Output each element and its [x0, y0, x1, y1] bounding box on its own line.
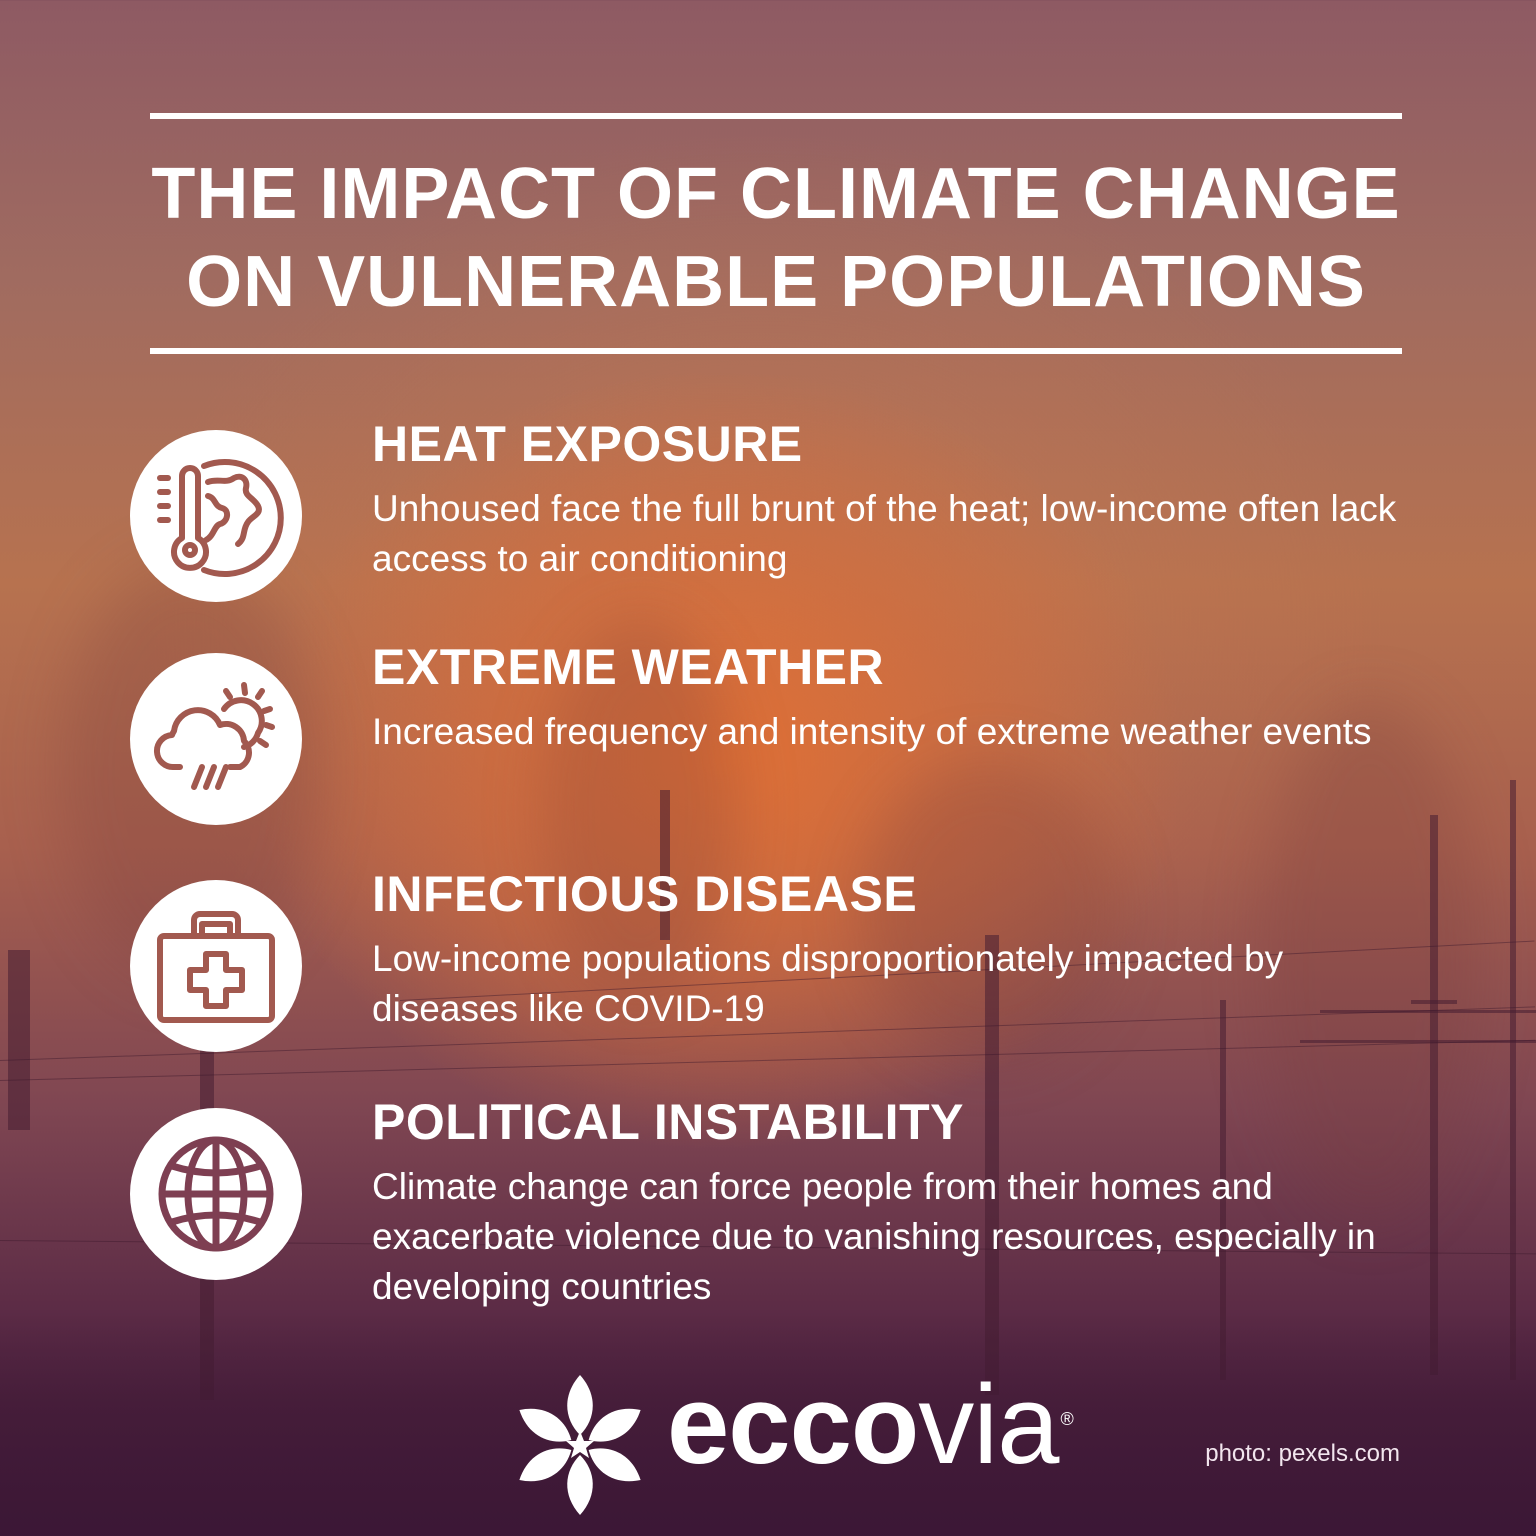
item-body: Unhoused face the full brunt of the heat…	[372, 488, 1397, 579]
title-line-2: ON VULNERABLE POPULATIONS	[186, 242, 1366, 322]
photo-credit: photo: pexels.com	[1205, 1440, 1400, 1467]
icon-badge	[130, 653, 302, 825]
title-top-rule	[150, 113, 1402, 119]
eccovia-logo: eccovia ®	[505, 1369, 1074, 1520]
flower-star-icon	[519, 1375, 641, 1515]
item-heading: HEAT EXPOSURE	[372, 416, 803, 472]
item-heading: POLITICAL INSTABILITY	[372, 1094, 964, 1150]
item-heading: EXTREME WEATHER	[372, 639, 885, 695]
title-bottom-rule	[150, 348, 1402, 354]
icon-badge	[130, 880, 302, 1052]
impact-item-heat-exposure: HEAT EXPOSURE Unhoused face the full bru…	[130, 416, 1420, 630]
logo-word-thin: via	[918, 1362, 1059, 1487]
thermometer-globe-icon	[157, 459, 284, 577]
logo-word-bold: ecco	[667, 1362, 919, 1487]
title-line-1: THE IMPACT OF CLIMATE CHANGE	[151, 154, 1401, 234]
globe-grid-icon	[158, 1136, 274, 1252]
item-heading: INFECTIOUS DISEASE	[372, 866, 918, 922]
logo-wordmark: eccovia ®	[667, 1369, 1074, 1513]
first-aid-kit-icon	[157, 911, 275, 1023]
impact-item-extreme-weather: EXTREME WEATHER Increased frequency and …	[130, 639, 1420, 853]
impact-item-political-instability: POLITICAL INSTABILITY Climate change can…	[130, 1094, 1420, 1308]
page-title: THE IMPACT OF CLIMATE CHANGE ON VULNERAB…	[150, 150, 1402, 326]
registered-mark: ®	[1060, 1409, 1073, 1429]
cloud-rain-sun-icon	[154, 682, 275, 790]
item-body: Low-income populations disproportionatel…	[372, 938, 1284, 1029]
impact-item-infectious-disease: INFECTIOUS DISEASE Low-income population…	[130, 866, 1420, 1080]
icon-badge	[130, 1108, 302, 1280]
item-body: Increased frequency and intensity of ext…	[372, 711, 1372, 752]
icon-badge	[130, 430, 302, 602]
item-body: Climate change can force people from the…	[372, 1166, 1376, 1307]
